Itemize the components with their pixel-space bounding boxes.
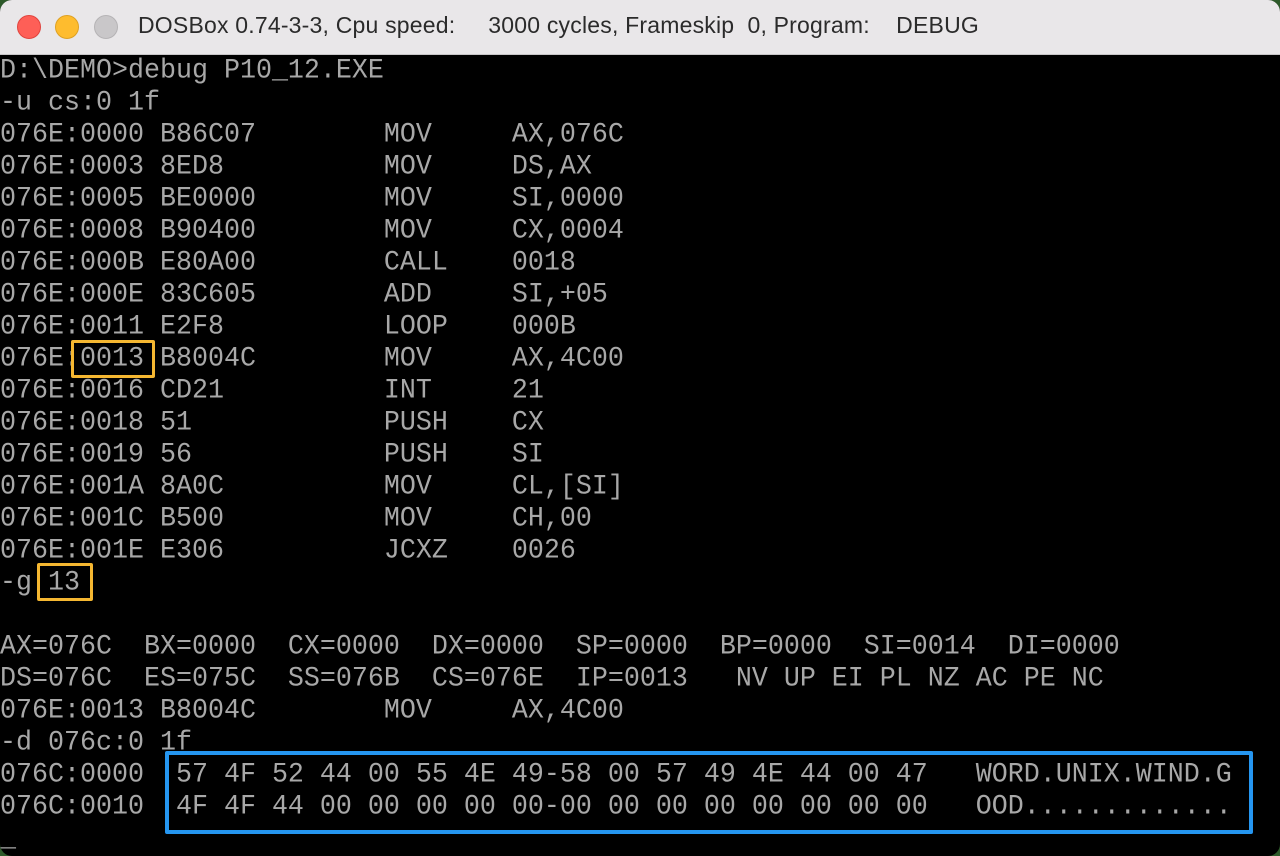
terminal-line: 076E:000B E80A00 CALL 0018 [0,247,576,279]
zoom-button[interactable] [94,15,118,39]
terminal-line: 076E:0000 B86C07 MOV AX,076C [0,119,624,151]
cursor: _ [0,823,16,855]
terminal-line: 076E:0018 51 PUSH CX [0,407,544,439]
highlight-go-13 [37,563,93,601]
terminal-line [0,598,1280,632]
terminal-line: 076C:0010 4F 4F 44 00 00 00 00 00-00 00 … [0,791,1232,823]
title-bar[interactable]: DOSBox 0.74-3-3, Cpu speed: 3000 cycles,… [0,0,1280,55]
terminal-line: 076E:0003 8ED8 MOV DS,AX [0,151,592,183]
highlight-memory-dump [165,751,1253,834]
close-button[interactable] [17,15,41,39]
terminal-line: -g 13 [0,567,80,599]
terminal-line: 076E:001A 8A0C MOV CL,[SI] [0,471,624,503]
terminal-line: 076E:0013 B8004C MOV AX,4C00 [0,343,624,375]
terminal-line: 076E:0011 E2F8 LOOP 000B [0,311,576,343]
window-title: DOSBox 0.74-3-3, Cpu speed: 3000 cycles,… [138,12,979,38]
terminal-line: AX=076C BX=0000 CX=0000 DX=0000 SP=0000 … [0,631,1120,663]
terminal-line: 076E:0008 B90400 MOV CX,0004 [0,215,624,247]
terminal-line: 076E:0016 CD21 INT 21 [0,375,544,407]
terminal-output[interactable]: D:\DEMO>debug P10_12.EXE -u cs:0 1f 076E:0… [0,55,1280,855]
terminal-line: 076E:0005 BE0000 MOV SI,0000 [0,183,624,215]
terminal-line: 076C:0000 57 4F 52 44 00 55 4E 49-58 00 … [0,759,1232,791]
highlight-offset-0013 [71,340,155,378]
minimize-button[interactable] [55,15,79,39]
terminal-line: -d 076c:0 1f [0,727,192,759]
terminal-line: DS=076C ES=075C SS=076B CS=076E IP=0013 … [0,663,1104,695]
terminal-line: D:\DEMO>debug P10_12.EXE [0,55,384,87]
terminal-line: 076E:001C B500 MOV CH,00 [0,503,592,535]
terminal-line: 076E:0013 B8004C MOV AX,4C00 [0,695,624,727]
terminal-line: -u cs:0 1f [0,87,160,119]
terminal-line: 076E:001E E306 JCXZ 0026 [0,535,576,567]
terminal-line: 076E:0019 56 PUSH SI [0,439,544,471]
terminal-line: 076E:000E 83C605 ADD SI,+05 [0,279,608,311]
